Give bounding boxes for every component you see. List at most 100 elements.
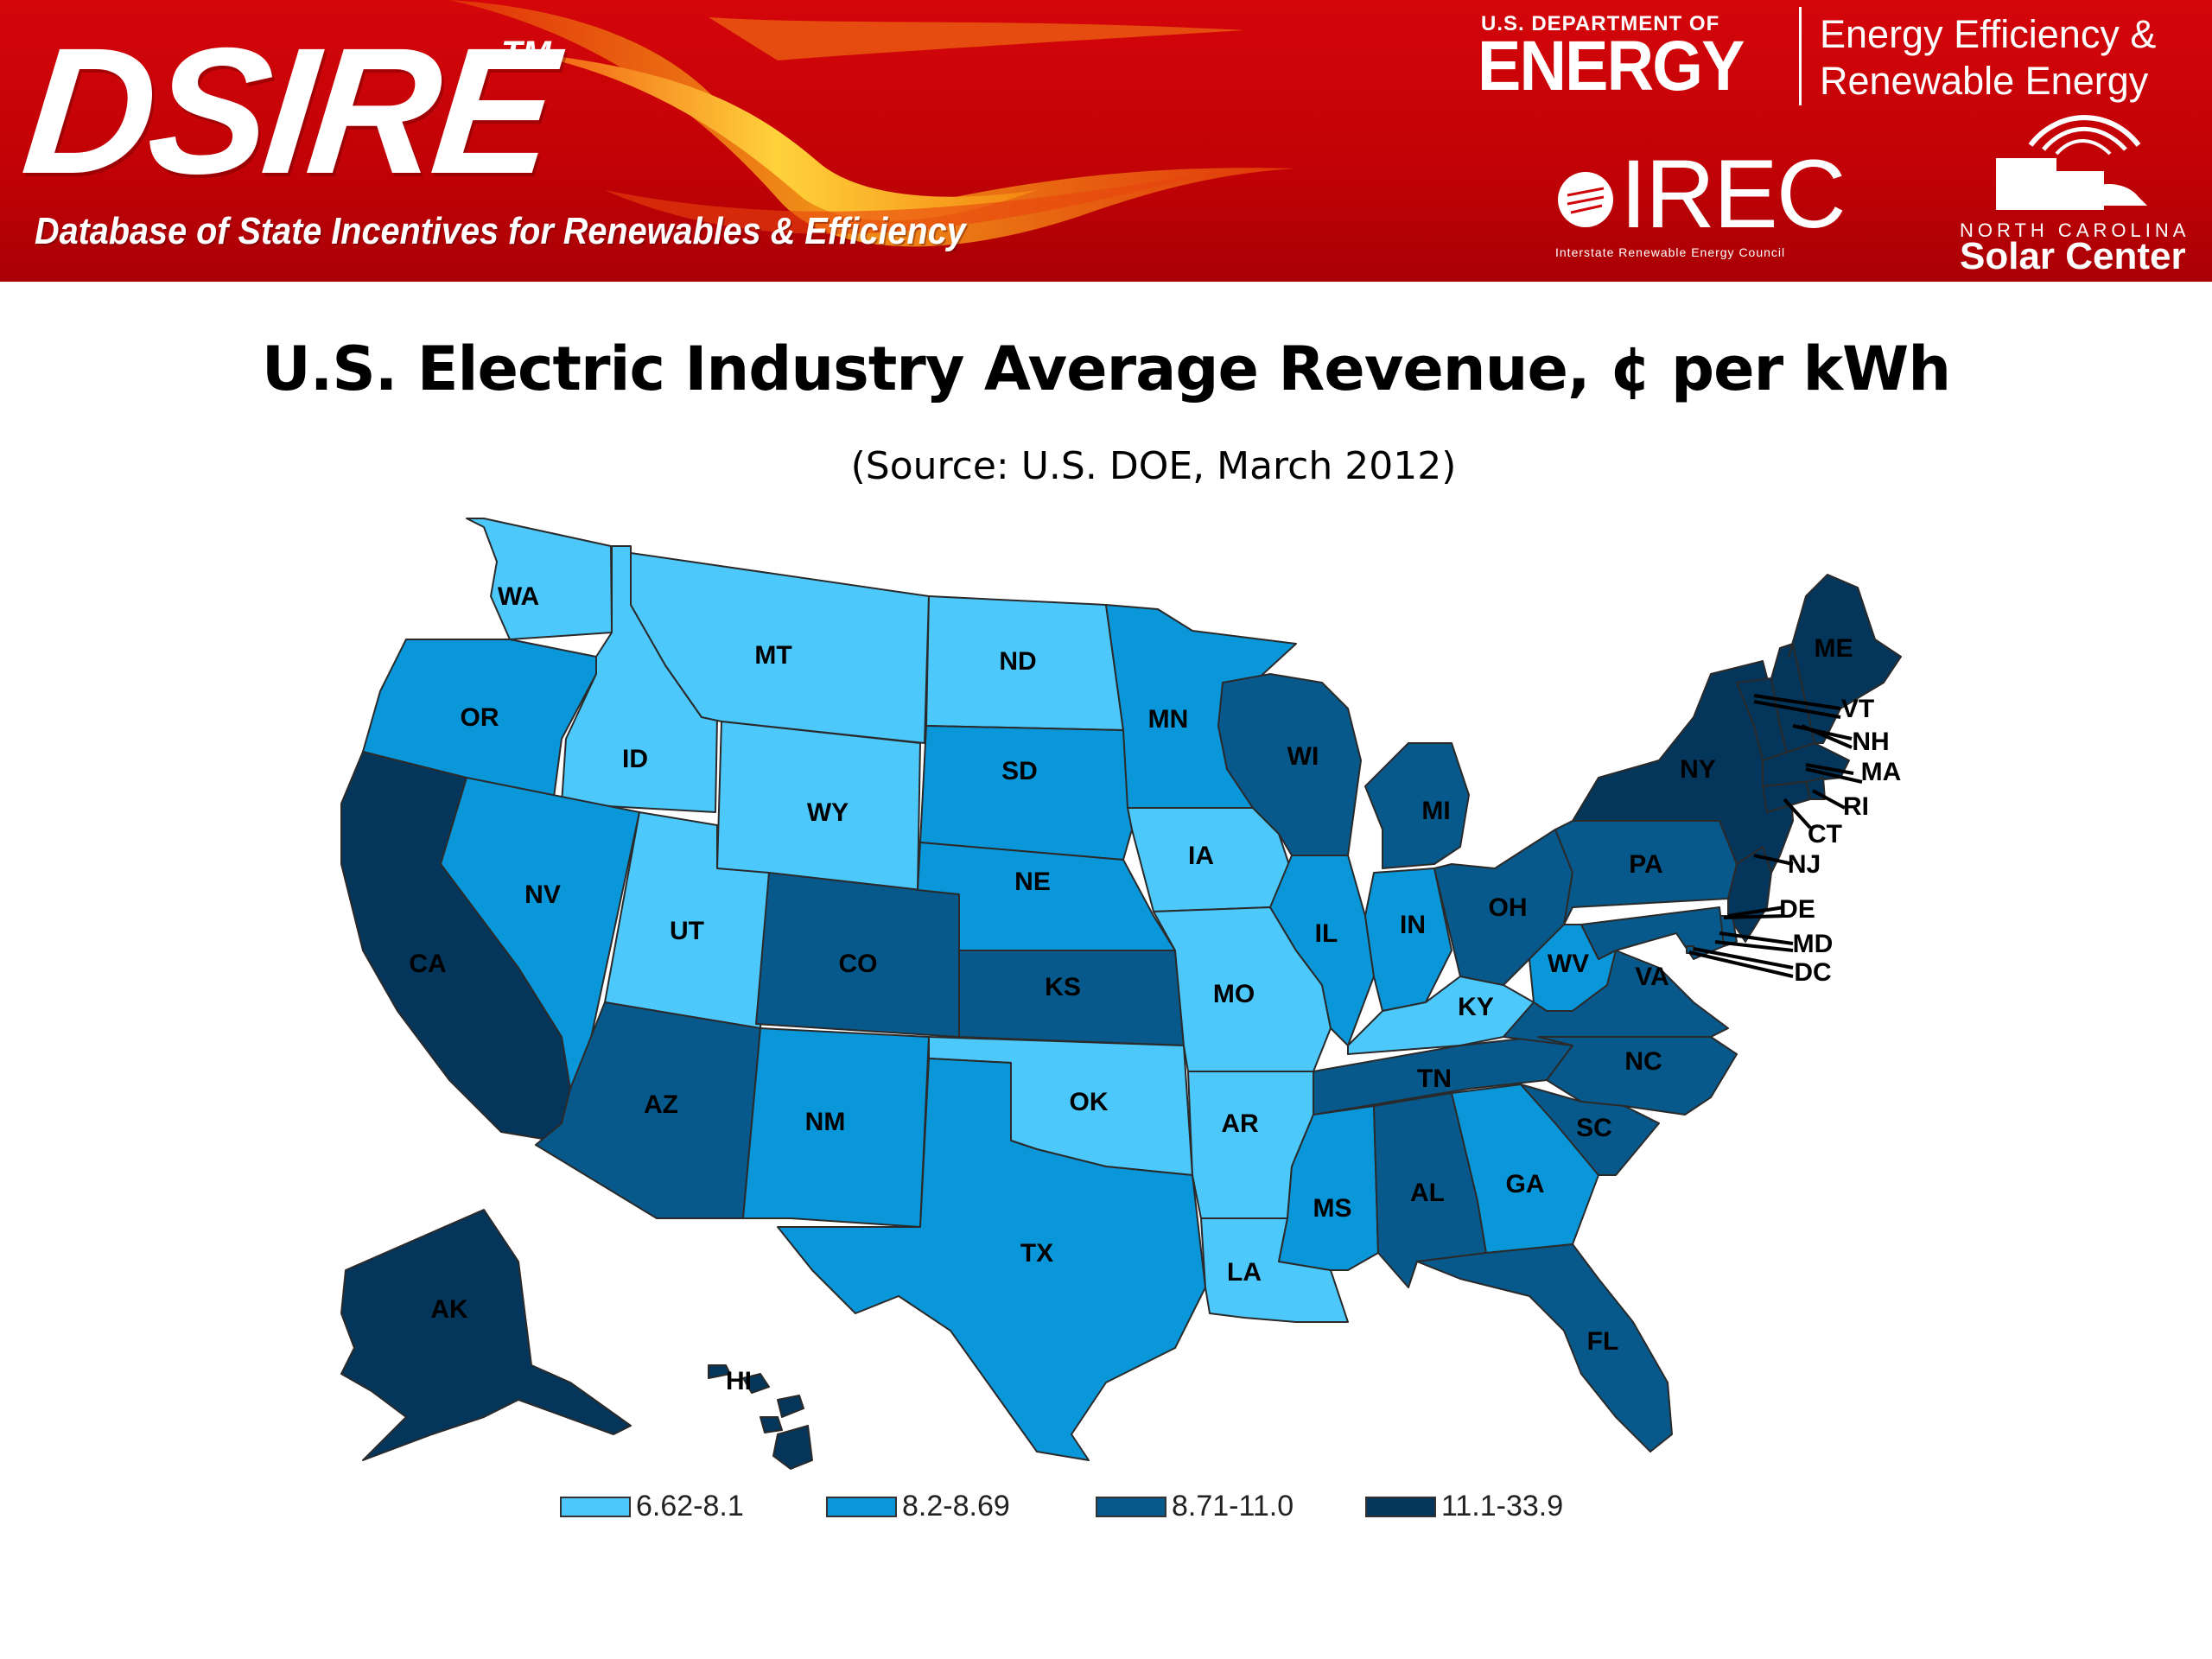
- state-label-ri: RI: [1843, 792, 1869, 821]
- state-label-nv: NV: [524, 880, 561, 909]
- state-ct: [1762, 781, 1811, 813]
- leader-line-4: [1801, 724, 1853, 749]
- ncsc-line-2: Solar Center: [1960, 235, 2186, 277]
- leader-line-6: [1805, 767, 1863, 784]
- state-ky: [1347, 976, 1535, 1055]
- legend-swatch-4: [1365, 1497, 1436, 1517]
- state-label-me: ME: [1815, 634, 1853, 663]
- eere-line-2: Renewable Energy: [1820, 59, 2149, 103]
- state-sd: [919, 725, 1133, 861]
- state-label-md: MD: [1793, 930, 1834, 958]
- state-me: [1788, 574, 1902, 744]
- legend-label-3: 8.71-11.0: [1172, 1490, 1294, 1522]
- state-label-nm: NM: [805, 1108, 846, 1136]
- state-label-mn: MN: [1148, 705, 1189, 734]
- state-label-al: AL: [1410, 1179, 1445, 1207]
- state-il: [1269, 855, 1375, 1046]
- legend-swatch-2: [826, 1497, 897, 1517]
- state-hi: [708, 1364, 813, 1470]
- state-label-pa: PA: [1629, 850, 1662, 879]
- trademark-mark: TM: [501, 35, 551, 73]
- irec-globe-icon: [1558, 172, 1613, 227]
- ncsc-line-1: NORTH CAROLINA: [1960, 219, 2190, 241]
- legend-swatch-1: [560, 1497, 631, 1517]
- leader-line-11: [1723, 914, 1785, 919]
- state-label-ms: MS: [1313, 1194, 1352, 1223]
- state-label-il: IL: [1315, 919, 1338, 948]
- state-label-mi: MI: [1421, 797, 1450, 825]
- state-label-co: CO: [839, 950, 878, 978]
- state-label-az: AZ: [644, 1090, 678, 1119]
- dsire-banner: DSIRE TM Database of State Incentives fo…: [0, 0, 2212, 282]
- page-title: U.S. Electric Industry Average Revenue, …: [261, 334, 1951, 404]
- leader-line-8: [1783, 798, 1812, 830]
- state-or: [362, 639, 597, 804]
- state-nm: [742, 1027, 930, 1228]
- legend-label-1: 6.62-8.1: [636, 1490, 744, 1522]
- state-fl: [1416, 1243, 1673, 1452]
- state-label-ak: AK: [430, 1295, 468, 1324]
- leader-line-1: [1753, 694, 1841, 710]
- dsire-tagline: Database of State Incentives for Renewab…: [35, 210, 966, 252]
- state-ak: [340, 1209, 632, 1461]
- northeast-leader-lines: [1688, 694, 1863, 978]
- state-tx: [777, 1058, 1206, 1461]
- logo-divider: [1799, 7, 1802, 105]
- state-label-la: LA: [1227, 1258, 1262, 1287]
- state-label-fl: FL: [1587, 1327, 1619, 1356]
- state-label-ca: CA: [409, 950, 446, 978]
- legend-label-2: 8.2-8.69: [902, 1490, 1010, 1522]
- state-label-nj: NJ: [1788, 850, 1821, 879]
- leader-line-12: [1719, 931, 1794, 945]
- state-label-id: ID: [622, 745, 648, 773]
- leader-line-7: [1812, 789, 1846, 810]
- state-label-va: VA: [1635, 963, 1669, 991]
- state-label-nh: NH: [1852, 728, 1889, 756]
- state-label-nc: NC: [1624, 1047, 1662, 1076]
- leader-line-13: [1714, 940, 1794, 952]
- state-label-wv: WV: [1548, 950, 1589, 978]
- state-label-ok: OK: [1070, 1088, 1109, 1116]
- state-label-dc: DC: [1794, 958, 1831, 987]
- state-label-sc: SC: [1576, 1114, 1612, 1142]
- state-sc: [1520, 1084, 1660, 1176]
- state-label-ks: KS: [1045, 973, 1081, 1001]
- state-label-nd: ND: [999, 647, 1036, 676]
- eere-line-1: Energy Efficiency &: [1820, 12, 2157, 56]
- state-label-oh: OH: [1489, 893, 1528, 922]
- legend-swatch-3: [1096, 1497, 1166, 1517]
- state-label-or: OR: [461, 703, 499, 732]
- state-label-sd: SD: [1001, 757, 1038, 785]
- state-label-tn: TN: [1417, 1065, 1452, 1093]
- leader-line-10: [1727, 906, 1785, 918]
- state-label-wa: WA: [498, 582, 539, 611]
- state-label-ia: IA: [1188, 842, 1214, 870]
- state-label-de: DE: [1779, 895, 1815, 924]
- state-wa: [466, 518, 613, 640]
- state-label-vt: VT: [1841, 695, 1874, 723]
- state-label-wi: WI: [1287, 742, 1319, 771]
- leader-line-14: [1693, 947, 1794, 969]
- leader-line-5: [1805, 763, 1854, 775]
- leader-line-15: [1688, 950, 1794, 978]
- state-label-ky: KY: [1458, 993, 1494, 1021]
- state-label-ar: AR: [1221, 1109, 1259, 1138]
- leader-line-2: [1753, 700, 1841, 719]
- state-label-ct: CT: [1808, 820, 1842, 849]
- leader-line-9: [1753, 854, 1794, 866]
- state-label-ma: MA: [1861, 758, 1902, 786]
- source-note: (Source: U.S. DOE, March 2012): [850, 444, 1457, 488]
- state-label-ut: UT: [670, 917, 704, 945]
- flame-swoosh-graphic: [449, 0, 1296, 247]
- state-label-ne: NE: [1014, 868, 1051, 896]
- state-label-tx: TX: [1020, 1239, 1053, 1268]
- state-label-mt: MT: [754, 641, 791, 670]
- doe-department-label: U.S. DEPARTMENT OF: [1481, 12, 1720, 35]
- state-label-ny: NY: [1680, 755, 1716, 784]
- solar-center-building-icon: [1996, 115, 2147, 210]
- state-nc: [1537, 1036, 1738, 1116]
- state-nv: [440, 777, 640, 1090]
- state-label-ga: GA: [1506, 1170, 1545, 1198]
- state-label-in: IN: [1400, 911, 1426, 939]
